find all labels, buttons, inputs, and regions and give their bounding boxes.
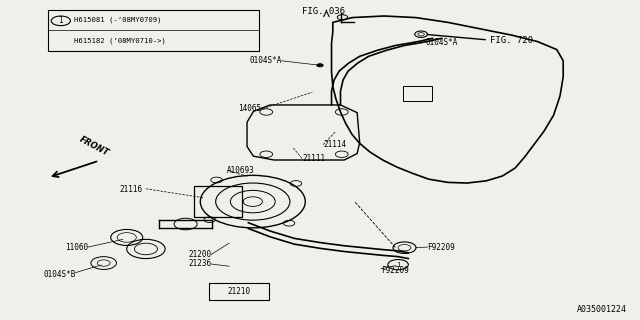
- Text: F92209: F92209: [381, 266, 408, 275]
- Text: F92209: F92209: [428, 243, 455, 252]
- Text: 0104S*A: 0104S*A: [426, 38, 458, 47]
- Text: 0104S*B: 0104S*B: [43, 270, 76, 279]
- Text: H615182 (’08MY0710->): H615182 (’08MY0710->): [74, 37, 166, 44]
- Text: 0104S*A: 0104S*A: [249, 56, 282, 65]
- Text: 11060: 11060: [65, 244, 88, 252]
- Text: FRONT: FRONT: [78, 134, 111, 157]
- Text: 21116: 21116: [119, 185, 142, 194]
- Circle shape: [317, 64, 323, 67]
- Text: A035001224: A035001224: [577, 305, 627, 314]
- Text: FIG. 720: FIG. 720: [490, 36, 534, 44]
- Text: H615081 (-’08MY0709): H615081 (-’08MY0709): [74, 17, 161, 23]
- Text: A10693: A10693: [227, 166, 255, 175]
- Text: 21236: 21236: [188, 260, 211, 268]
- Text: 21111: 21111: [302, 154, 325, 163]
- Text: 21200: 21200: [188, 250, 211, 259]
- Text: FIG. 036: FIG. 036: [301, 7, 345, 16]
- Text: 1: 1: [58, 16, 63, 25]
- Text: 1: 1: [396, 262, 401, 268]
- Text: 14065: 14065: [238, 104, 261, 113]
- Text: 21114: 21114: [323, 140, 346, 149]
- Text: 21210: 21210: [227, 287, 250, 296]
